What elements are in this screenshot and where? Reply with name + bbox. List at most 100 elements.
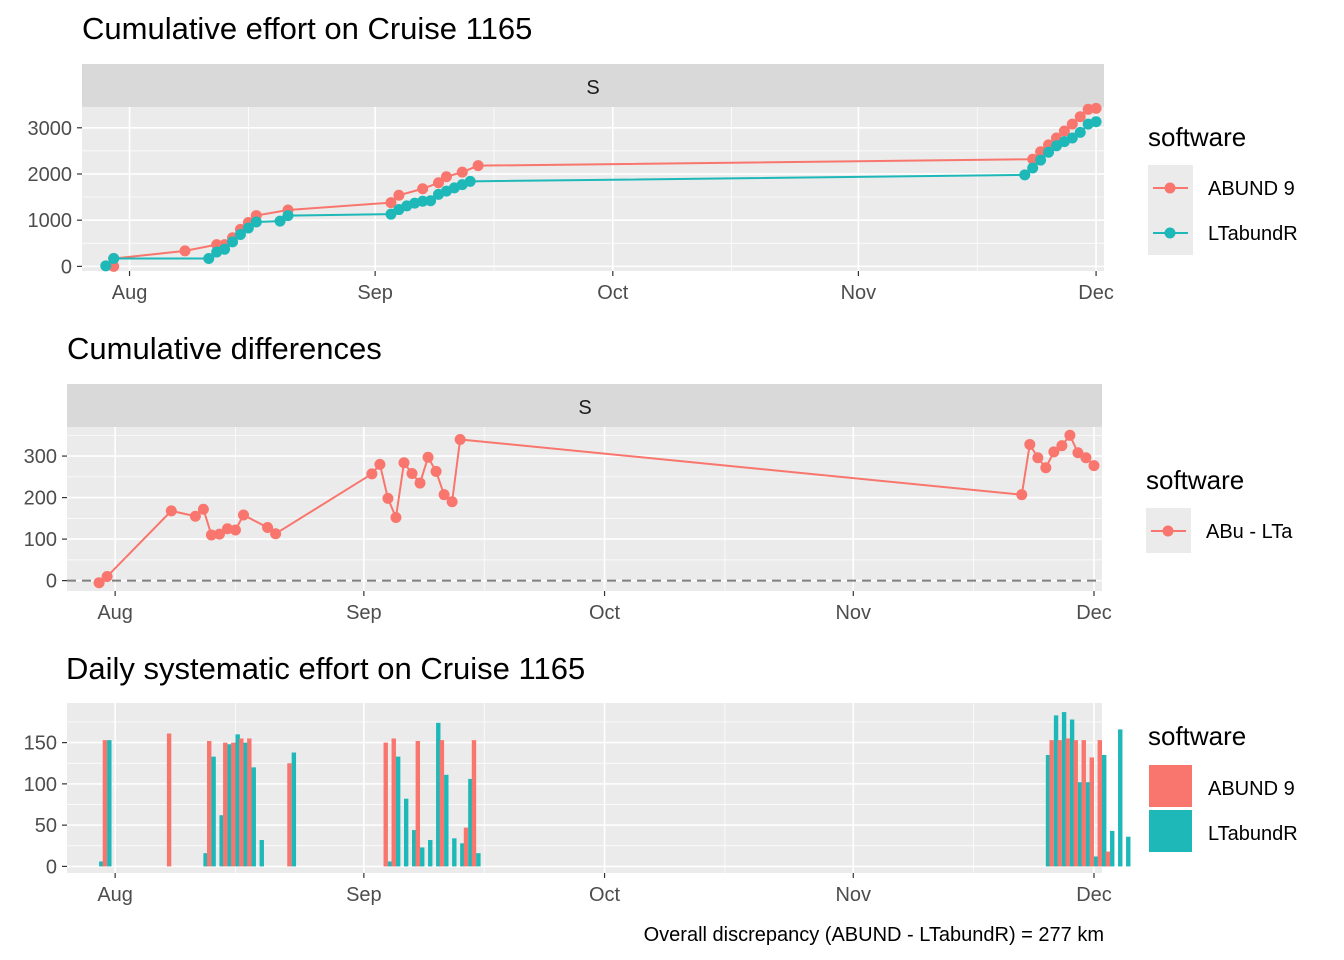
- legend-3-title: software: [1148, 721, 1246, 751]
- x-tick-label: Oct: [589, 602, 621, 624]
- data-point: [1019, 169, 1031, 181]
- data-point: [250, 216, 262, 228]
- panel-daily-effort: Daily systematic effort on Cruise 1165 0…: [24, 651, 1131, 906]
- bar: [259, 839, 264, 867]
- data-point: [456, 166, 468, 178]
- panel-2-strip: [67, 384, 1102, 427]
- x-tick-label: Sep: [357, 282, 393, 304]
- x-tick-label: Oct: [589, 884, 621, 906]
- bar: [99, 861, 104, 867]
- bar: [463, 827, 469, 867]
- legend-1-label-ltabundr: LTabundR: [1208, 223, 1298, 245]
- bar: [247, 738, 252, 867]
- data-point: [1040, 462, 1052, 474]
- legend-3-label-abund: ABUND 9: [1208, 778, 1295, 800]
- data-point: [262, 521, 274, 533]
- data-point: [446, 496, 458, 508]
- bar: [1089, 757, 1094, 867]
- data-point: [1074, 126, 1086, 138]
- data-point: [108, 260, 120, 272]
- bar: [1110, 830, 1115, 867]
- legend-key-swatch: [1149, 810, 1192, 852]
- legend-2-keys: [1151, 525, 1186, 537]
- data-point: [270, 528, 282, 540]
- bar: [1093, 856, 1099, 867]
- data-point: [1058, 125, 1070, 137]
- data-point: [1056, 440, 1068, 452]
- data-point: [1074, 111, 1086, 123]
- legend-1-keys: [1153, 182, 1188, 239]
- bar: [444, 774, 449, 867]
- bar: [476, 853, 481, 867]
- bar: [387, 861, 393, 867]
- y-tick-label: 0: [61, 256, 72, 278]
- y-tick-label: 50: [35, 815, 57, 837]
- panel-1-title: Cumulative effort on Cruise 1165: [82, 11, 532, 46]
- legend-key-point: [1164, 227, 1176, 239]
- data-point: [366, 468, 378, 480]
- y-tick-label: 150: [24, 733, 57, 755]
- data-point: [440, 171, 452, 183]
- data-point: [108, 253, 120, 265]
- y-tick-label: 300: [24, 446, 57, 468]
- data-point: [234, 229, 246, 241]
- bar: [468, 778, 473, 867]
- data-point: [422, 451, 434, 463]
- bar: [383, 742, 388, 867]
- data-point: [238, 509, 250, 521]
- panel-1-background: [82, 107, 1104, 271]
- data-point: [205, 529, 217, 541]
- bar: [1061, 712, 1067, 867]
- bar: [102, 740, 108, 867]
- y-tick-label: 0: [46, 856, 57, 878]
- data-point: [454, 433, 466, 445]
- bar: [231, 742, 236, 867]
- bar: [420, 847, 425, 867]
- data-point: [179, 245, 191, 257]
- panel-2-series: [67, 429, 1102, 589]
- panel-1-strip: [82, 64, 1104, 107]
- panel-2-title: Cumulative differences: [67, 331, 382, 366]
- bar: [1065, 738, 1070, 867]
- bar: [235, 734, 240, 867]
- data-point: [374, 458, 386, 470]
- data-point: [1043, 146, 1055, 158]
- data-point: [274, 215, 286, 227]
- legend-key-swatch: [1149, 765, 1192, 807]
- bar: [460, 843, 465, 867]
- data-point: [417, 183, 429, 195]
- data-point: [203, 253, 215, 265]
- data-point: [382, 492, 394, 504]
- data-point: [1035, 154, 1047, 166]
- data-point: [425, 195, 437, 207]
- bar: [1118, 729, 1123, 867]
- bar: [412, 830, 417, 867]
- bar: [207, 740, 212, 867]
- data-point: [165, 505, 177, 517]
- bar: [436, 722, 441, 867]
- x-tick-label: Dec: [1076, 884, 1112, 906]
- legend-1-label-abund: ABUND 9: [1208, 178, 1295, 200]
- data-point: [433, 177, 445, 189]
- x-tick-label: Aug: [97, 602, 133, 624]
- bar: [452, 838, 457, 867]
- bar: [391, 738, 396, 867]
- data-point: [101, 570, 113, 582]
- bar: [239, 738, 244, 867]
- data-point: [1024, 438, 1036, 450]
- data-point: [1064, 429, 1076, 441]
- data-point: [385, 197, 397, 209]
- legend-key-point: [1164, 182, 1176, 194]
- bar: [287, 763, 292, 867]
- bar: [219, 815, 224, 867]
- bar: [1073, 740, 1078, 867]
- bar: [1045, 754, 1051, 867]
- data-point: [398, 457, 410, 469]
- bar: [415, 740, 421, 867]
- legend-key-point: [1162, 525, 1174, 537]
- data-point: [406, 468, 418, 480]
- y-tick-label: 3000: [28, 118, 73, 140]
- x-tick-label: Aug: [97, 884, 133, 906]
- data-point: [1090, 116, 1102, 128]
